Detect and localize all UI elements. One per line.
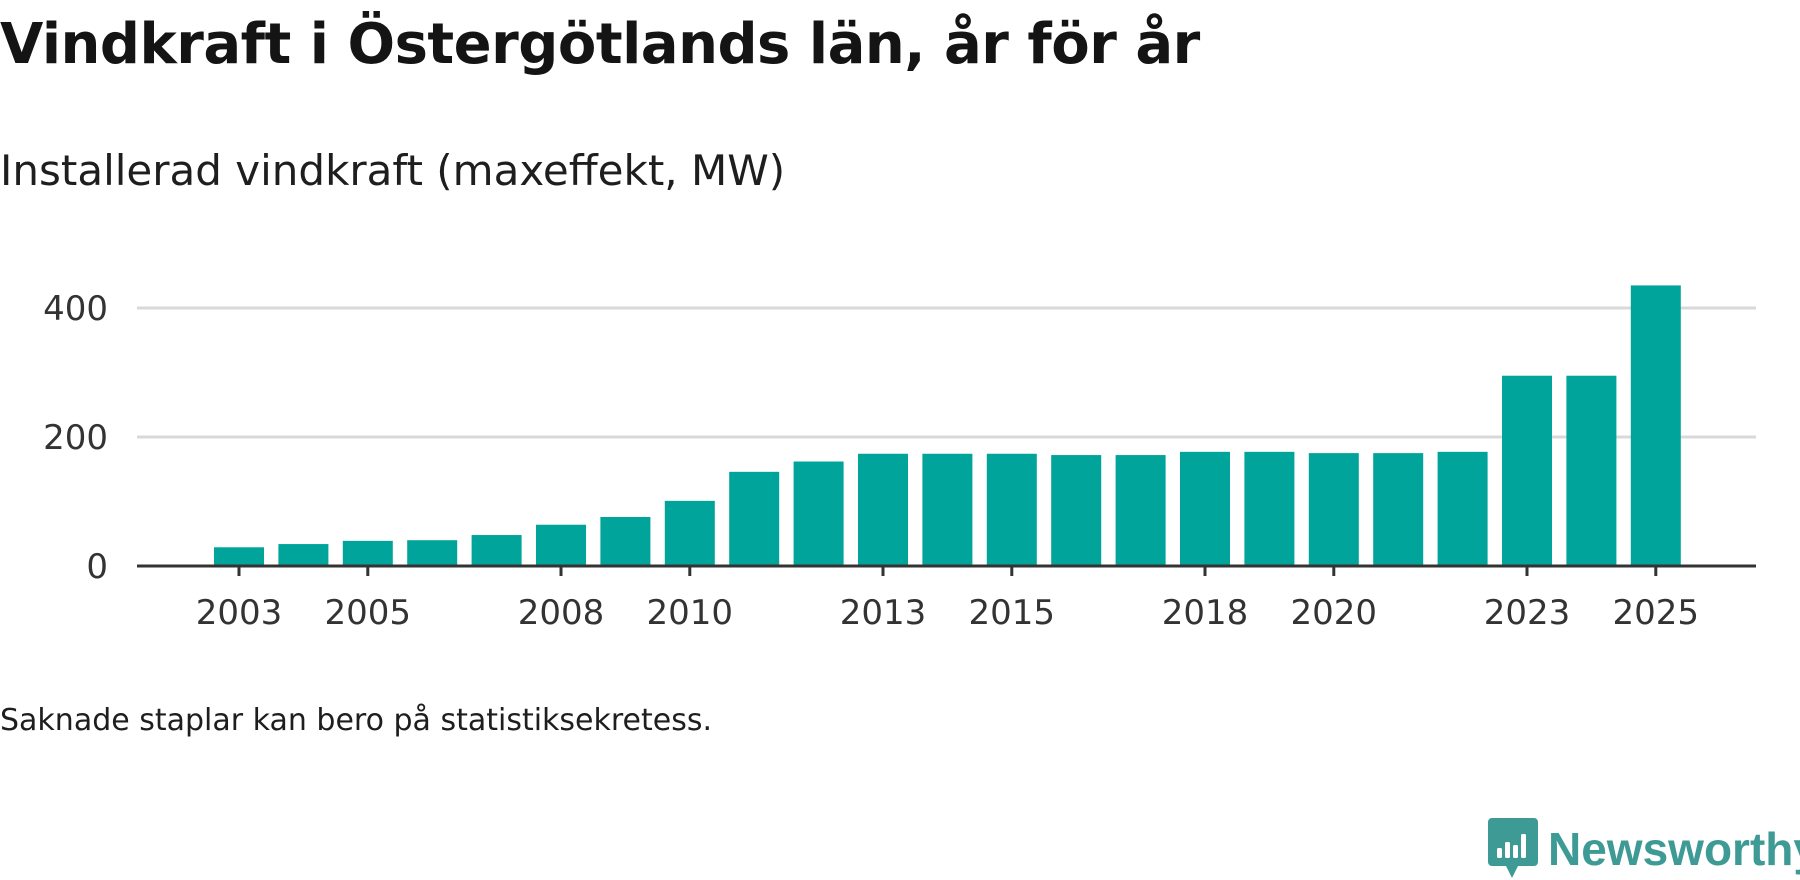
bar-2014	[922, 453, 973, 566]
bar-2022	[1437, 451, 1488, 566]
gridlines	[137, 306, 1756, 439]
bar-2020	[1308, 453, 1359, 566]
x-tick-label: 2005	[325, 593, 412, 633]
newsworthy-logo-icon	[1488, 818, 1538, 878]
bar-2008	[536, 524, 586, 566]
x-tick-label: 2018	[1162, 593, 1249, 633]
x-tick-label: 2023	[1484, 593, 1571, 633]
chart-title: Vindkraft i Östergötlands län, år för år	[0, 12, 1200, 77]
bar-2015	[986, 453, 1037, 566]
bar-2017	[1115, 455, 1166, 566]
bar-2021	[1373, 453, 1424, 566]
bar-2006	[407, 540, 458, 566]
bar-2011	[729, 471, 780, 566]
bar-2019	[1244, 451, 1295, 566]
chart-subtitle: Installerad vindkraft (maxeffekt, MW)	[0, 146, 786, 195]
chart-footnote: Saknade staplar kan bero på statistiksek…	[0, 703, 713, 738]
bar-2010	[664, 500, 715, 566]
bar-2024	[1566, 375, 1617, 566]
bar-2013	[858, 453, 908, 566]
x-tick-label: 2020	[1291, 593, 1378, 633]
x-tick-label: 2015	[969, 593, 1056, 633]
bar-2009	[600, 516, 651, 566]
bar-2004	[278, 544, 329, 566]
bar-2003	[214, 547, 264, 566]
bar-2018	[1180, 451, 1230, 566]
y-tick-label: 200	[43, 418, 108, 458]
bar-2025	[1630, 285, 1681, 566]
x-tick-label: 2013	[840, 593, 927, 633]
x-tick-label: 2025	[1613, 593, 1700, 633]
bar-2007	[471, 535, 522, 566]
axes: 0 200 400 2003 2005 2008 2010 2013 2015 2018 2020 2…	[43, 289, 1756, 633]
bars	[214, 285, 1681, 566]
bar-2005	[342, 540, 393, 566]
brand-name: Newsworthy	[1548, 823, 1800, 875]
bar-2012	[793, 461, 844, 566]
y-tick-label: 400	[43, 289, 108, 329]
brand-logo: Newsworthy	[1488, 818, 1800, 880]
y-tick-label: 0	[86, 547, 108, 587]
x-tick-label: 2003	[196, 593, 283, 633]
bar-2016	[1051, 455, 1102, 566]
bar-chart: 0 200 400 2003 2005 2008 2010 2013 2015 2018 2020 2…	[43, 285, 1756, 633]
bar-2023	[1502, 375, 1552, 566]
x-tick-label: 2010	[647, 593, 734, 633]
x-tick-label: 2008	[518, 593, 605, 633]
